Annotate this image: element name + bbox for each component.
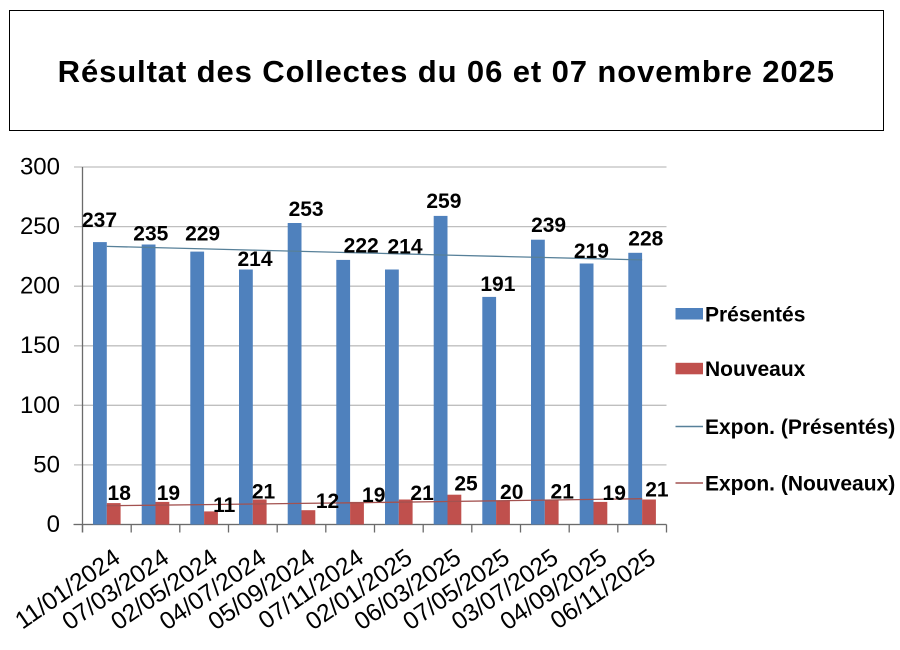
svg-text:18: 18 — [108, 482, 132, 505]
svg-text:21: 21 — [410, 482, 434, 505]
svg-text:21: 21 — [252, 480, 276, 503]
svg-text:20: 20 — [500, 481, 523, 504]
svg-text:239: 239 — [531, 214, 566, 237]
svg-text:12: 12 — [316, 490, 339, 513]
svg-text:237: 237 — [82, 209, 117, 232]
svg-text:300: 300 — [20, 154, 60, 181]
svg-text:200: 200 — [20, 273, 60, 300]
svg-text:222: 222 — [344, 235, 379, 258]
svg-text:100: 100 — [20, 392, 60, 419]
svg-text:19: 19 — [362, 484, 385, 507]
svg-text:259: 259 — [426, 190, 461, 213]
svg-text:Nouveaux: Nouveaux — [705, 358, 806, 381]
svg-text:150: 150 — [20, 332, 60, 359]
svg-text:214: 214 — [387, 236, 422, 259]
svg-text:21: 21 — [551, 480, 575, 503]
svg-text:50: 50 — [33, 451, 60, 478]
svg-text:Présentés: Présentés — [705, 304, 805, 327]
svg-text:21: 21 — [645, 478, 669, 501]
svg-text:0: 0 — [47, 511, 60, 538]
svg-text:11: 11 — [213, 494, 236, 517]
svg-text:229: 229 — [185, 222, 220, 245]
svg-text:228: 228 — [628, 228, 663, 251]
svg-text:Expon. (Présentés): Expon. (Présentés) — [705, 416, 895, 439]
svg-text:253: 253 — [289, 198, 324, 221]
svg-text:250: 250 — [20, 213, 60, 240]
svg-text:235: 235 — [133, 222, 168, 245]
svg-text:19: 19 — [157, 482, 180, 505]
svg-text:Expon. (Nouveaux): Expon. (Nouveaux) — [705, 473, 895, 496]
svg-text:191: 191 — [480, 273, 515, 296]
svg-text:25: 25 — [454, 473, 478, 496]
svg-text:19: 19 — [603, 482, 626, 505]
svg-text:214: 214 — [237, 248, 272, 271]
svg-text:219: 219 — [574, 240, 609, 263]
